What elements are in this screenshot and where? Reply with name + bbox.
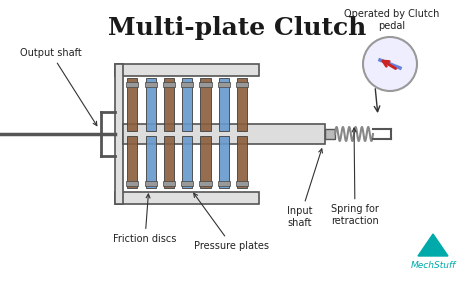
Bar xyxy=(201,78,210,131)
Bar xyxy=(200,82,211,87)
Text: Input
shaft: Input shaft xyxy=(287,149,322,228)
Bar xyxy=(219,78,229,131)
Text: Output shaft: Output shaft xyxy=(20,48,97,126)
Bar xyxy=(236,82,248,87)
Bar xyxy=(127,181,138,186)
Bar xyxy=(145,181,157,186)
Bar xyxy=(200,181,211,186)
Polygon shape xyxy=(418,234,448,256)
Bar xyxy=(164,136,174,188)
Bar xyxy=(163,181,175,186)
Bar xyxy=(182,78,192,131)
Text: MechStuff: MechStuff xyxy=(410,261,456,270)
Bar xyxy=(115,64,259,76)
Bar xyxy=(325,129,335,139)
Bar xyxy=(146,78,156,131)
Bar xyxy=(127,82,138,87)
Bar xyxy=(145,82,157,87)
Bar xyxy=(201,136,210,188)
Bar xyxy=(236,181,248,186)
Text: Operated by Clutch
pedal: Operated by Clutch pedal xyxy=(344,9,440,31)
Bar xyxy=(123,124,325,144)
Bar xyxy=(164,78,174,131)
Bar xyxy=(128,78,137,131)
Bar xyxy=(163,82,175,87)
Bar xyxy=(218,82,230,87)
Circle shape xyxy=(363,37,417,91)
Bar xyxy=(181,181,193,186)
Bar xyxy=(237,136,247,188)
Bar xyxy=(128,136,137,188)
Bar xyxy=(115,64,123,204)
Text: Multi-plate Clutch: Multi-plate Clutch xyxy=(108,16,366,40)
Text: Friction discs: Friction discs xyxy=(113,194,177,244)
Text: Pressure plates: Pressure plates xyxy=(194,193,270,251)
Bar xyxy=(182,136,192,188)
Bar xyxy=(218,181,230,186)
Bar xyxy=(219,136,229,188)
Bar xyxy=(237,78,247,131)
Bar xyxy=(146,136,156,188)
Bar xyxy=(181,82,193,87)
Bar xyxy=(115,192,259,204)
Text: Spring for
retraction: Spring for retraction xyxy=(331,128,379,226)
